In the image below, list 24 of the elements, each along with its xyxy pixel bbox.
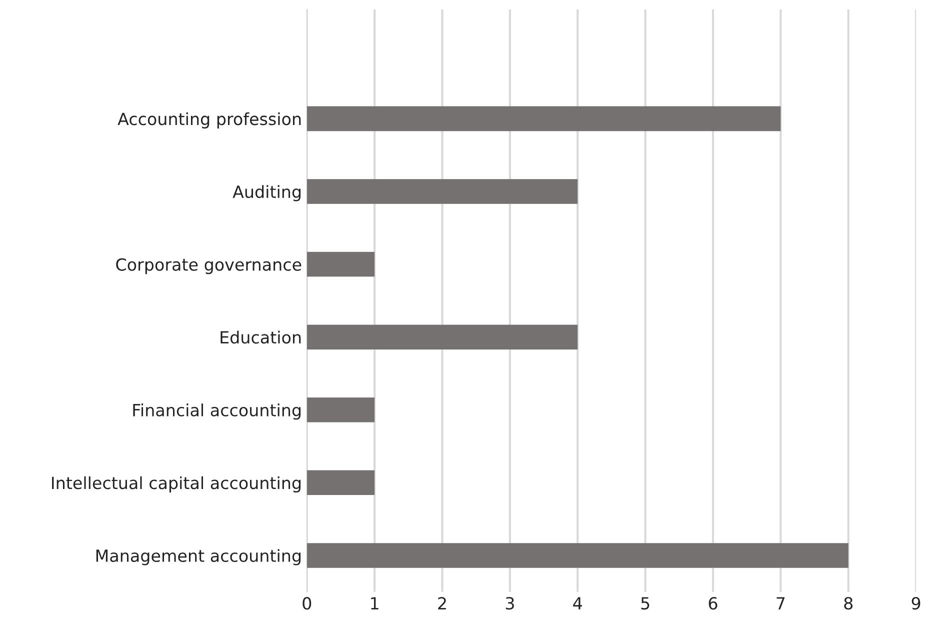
y-tick-label: Management accounting bbox=[96, 549, 301, 566]
bar bbox=[306, 324, 578, 350]
y-tick-label: Accounting profession bbox=[118, 112, 301, 128]
bar bbox=[306, 179, 578, 204]
y-tick-label: Auditing bbox=[232, 185, 301, 202]
bar bbox=[306, 470, 375, 496]
x-tick-label: 2 bbox=[438, 597, 446, 610]
y-tick-label: Corporate governance bbox=[116, 258, 302, 274]
x-tick-label: 6 bbox=[708, 597, 718, 610]
x-tick-label: 3 bbox=[506, 597, 514, 610]
x-tick-label: 7 bbox=[776, 597, 785, 610]
x-tick-label: 1 bbox=[371, 597, 378, 610]
x-tick-label: 8 bbox=[844, 597, 853, 610]
x-tick-label: 0 bbox=[302, 597, 312, 610]
x-tick-label: 5 bbox=[641, 597, 650, 610]
bar bbox=[306, 397, 375, 422]
y-tick-label: Education bbox=[220, 330, 301, 344]
bar bbox=[306, 106, 781, 132]
bar bbox=[306, 543, 848, 568]
y-tick-label: Financial accounting bbox=[133, 404, 301, 420]
bar bbox=[306, 252, 375, 277]
y-tick-label: Intellectual capital accounting bbox=[52, 476, 301, 492]
x-tick-label: 9 bbox=[912, 597, 920, 610]
x-tick-label: 4 bbox=[573, 597, 582, 610]
